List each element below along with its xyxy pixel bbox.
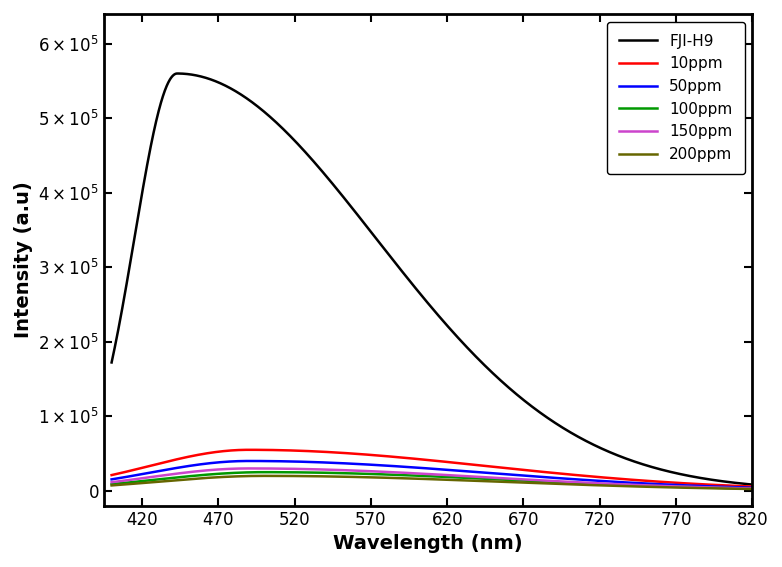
Line: 50ppm: 50ppm — [112, 461, 752, 488]
FJI-H9 — [419, 294, 429, 301]
Line: 150ppm: 150ppm — [112, 468, 752, 489]
200ppm — [419, 476, 429, 483]
Line: 200ppm: 200ppm — [112, 476, 752, 489]
200ppm — [260, 472, 269, 479]
100ppm — [748, 485, 757, 492]
150ppm — [730, 485, 739, 492]
FJI-H9 — [612, 451, 621, 458]
100ppm — [729, 485, 738, 492]
50ppm — [402, 463, 411, 470]
50ppm — [748, 484, 757, 491]
100ppm — [730, 485, 739, 492]
150ppm — [419, 471, 429, 477]
150ppm — [140, 475, 149, 481]
10ppm — [245, 446, 254, 453]
10ppm — [419, 456, 429, 463]
50ppm — [730, 484, 739, 490]
200ppm — [748, 485, 757, 492]
100ppm — [612, 481, 621, 488]
100ppm — [402, 472, 411, 479]
100ppm — [260, 469, 269, 476]
10ppm — [612, 475, 621, 482]
FJI-H9 — [730, 479, 739, 486]
FJI-H9 — [748, 481, 757, 488]
200ppm — [140, 480, 149, 486]
50ppm — [612, 479, 621, 485]
50ppm — [419, 465, 429, 472]
Line: FJI-H9: FJI-H9 — [112, 74, 752, 485]
FJI-H9 — [140, 177, 149, 184]
FJI-H9 — [402, 273, 411, 280]
100ppm — [140, 477, 149, 484]
50ppm — [729, 484, 738, 490]
200ppm — [612, 483, 621, 489]
FJI-H9 — [173, 70, 182, 77]
10ppm — [107, 472, 117, 479]
10ppm — [729, 483, 738, 489]
FJI-H9 — [729, 479, 738, 486]
50ppm — [107, 476, 117, 483]
200ppm — [729, 485, 738, 492]
Line: 10ppm: 10ppm — [112, 450, 752, 486]
200ppm — [107, 482, 117, 489]
X-axis label: Wavelength (nm): Wavelength (nm) — [333, 534, 523, 553]
10ppm — [730, 483, 739, 489]
50ppm — [245, 458, 254, 464]
150ppm — [748, 485, 757, 492]
150ppm — [402, 469, 411, 476]
10ppm — [140, 464, 149, 471]
10ppm — [748, 483, 757, 490]
Line: 100ppm: 100ppm — [112, 472, 752, 489]
150ppm — [729, 485, 738, 492]
100ppm — [419, 472, 429, 479]
200ppm — [730, 485, 739, 492]
150ppm — [612, 481, 621, 488]
Y-axis label: Intensity (a.u): Intensity (a.u) — [14, 181, 33, 338]
150ppm — [245, 465, 254, 472]
Legend: FJI-H9, 10ppm, 50ppm, 100ppm, 150ppm, 200ppm: FJI-H9, 10ppm, 50ppm, 100ppm, 150ppm, 20… — [607, 22, 744, 174]
FJI-H9 — [107, 359, 117, 366]
50ppm — [140, 470, 149, 477]
10ppm — [402, 455, 411, 462]
150ppm — [107, 479, 117, 485]
200ppm — [402, 475, 411, 482]
100ppm — [107, 481, 117, 488]
